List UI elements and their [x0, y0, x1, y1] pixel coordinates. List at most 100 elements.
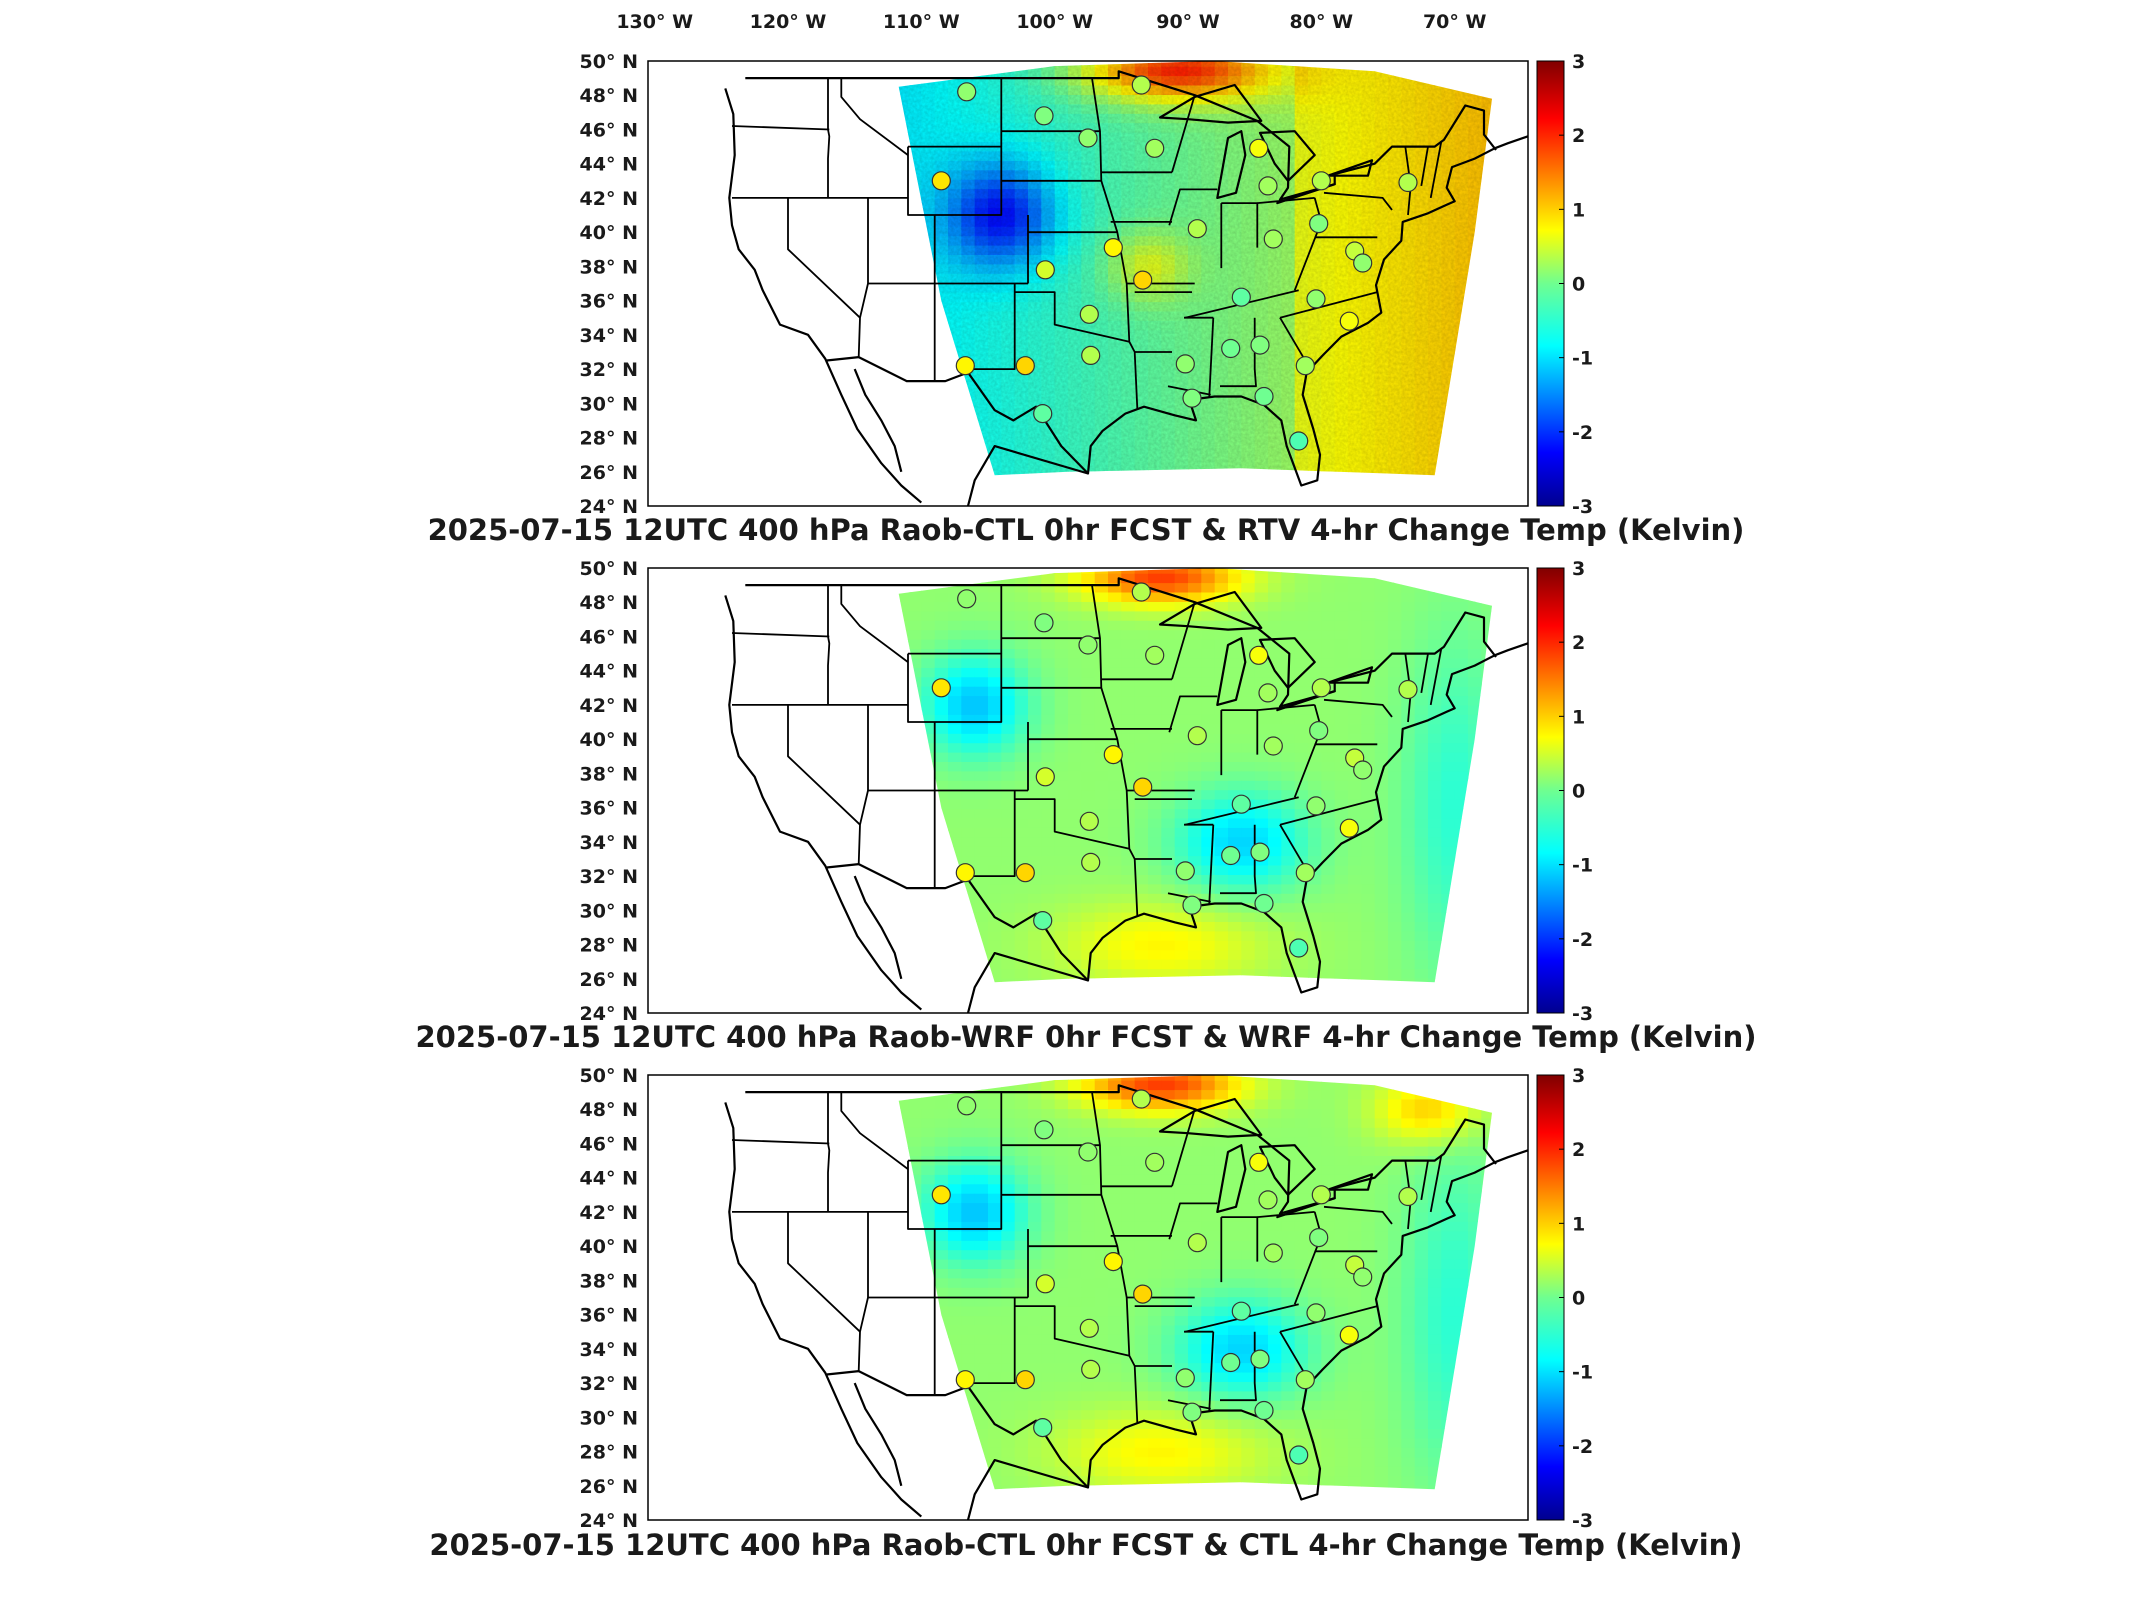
field-cell [1054, 695, 1069, 706]
field-cell [921, 1343, 936, 1354]
field-cell [921, 573, 936, 584]
field-cell [948, 592, 962, 602]
field-cell [1054, 1211, 1069, 1222]
field-cell [1068, 1466, 1082, 1477]
field-cell [1241, 733, 1256, 744]
field-cell [908, 1428, 922, 1439]
field-cell [1054, 686, 1069, 697]
field-cell [1481, 676, 1492, 687]
field-cell [1361, 573, 1376, 584]
field-cell [898, 329, 909, 340]
field-cell [1401, 592, 1416, 602]
field-cell [1001, 799, 1016, 810]
field-cell [1094, 959, 1109, 970]
field-cell [1308, 855, 1322, 866]
field-cell [961, 423, 976, 434]
field-cell [1308, 470, 1322, 476]
field-cell [908, 367, 922, 378]
field-cell [1014, 1296, 1029, 1307]
field-cell [1161, 686, 1176, 697]
field-cell [1414, 667, 1429, 678]
field-cell [948, 940, 962, 951]
field-cell [1014, 799, 1029, 810]
field-cell [1041, 1315, 1056, 1326]
field-cell [898, 817, 909, 828]
field-cell [961, 1409, 976, 1420]
field-cell [988, 1343, 1002, 1354]
field-cell [1188, 648, 1202, 659]
field-cell [1028, 921, 1042, 932]
field-cell [961, 1466, 976, 1477]
field-cell [988, 874, 1002, 885]
field-cell [1174, 940, 1189, 951]
field-cell [988, 902, 1002, 913]
field-cell [934, 1230, 949, 1241]
field-cell [1441, 639, 1456, 649]
field-cell [948, 808, 962, 819]
field-cell [1028, 1409, 1042, 1420]
field-cell [1014, 1390, 1029, 1401]
field-cell [1454, 977, 1469, 983]
field-cell [1068, 902, 1082, 913]
field-cell [961, 902, 976, 913]
field-cell [948, 601, 962, 612]
field-cell [1161, 921, 1176, 932]
raob-station-marker [1249, 645, 1269, 665]
field-cell [1054, 808, 1069, 819]
field-cell [921, 1117, 936, 1128]
field-cell [908, 1362, 922, 1373]
state-boundary [1429, 648, 1443, 706]
field-cell [1401, 657, 1416, 668]
field-cell [988, 1334, 1002, 1345]
field-cell [1228, 930, 1242, 941]
field-cell [1348, 704, 1362, 715]
state-boundary [1279, 291, 1378, 319]
field-cell [1294, 733, 1309, 744]
field-cell [1374, 893, 1389, 904]
field-cell [1041, 723, 1056, 734]
latitude-tick-label: 46° N [580, 627, 638, 649]
field-cell [1054, 620, 1069, 631]
field-cell [1201, 723, 1216, 734]
field-cell [988, 1296, 1002, 1307]
field-cell [1041, 1437, 1056, 1448]
field-cell [1054, 1409, 1069, 1420]
field-cell [1414, 959, 1429, 970]
field-cell [1174, 846, 1189, 857]
field-cell [974, 789, 989, 800]
field-cell [1068, 610, 1082, 621]
field-cell [974, 695, 989, 706]
field-cell [1268, 883, 1282, 894]
raob-station-marker [1250, 335, 1270, 355]
field-cell [934, 320, 949, 331]
field-cell [1014, 827, 1029, 838]
field-cell [1028, 1099, 1042, 1109]
field-cell [1388, 865, 1402, 875]
field-cell [898, 1127, 909, 1138]
field-cell [921, 902, 936, 913]
field-cell [1401, 752, 1416, 762]
field-cell [1214, 959, 1229, 970]
field-cell [1134, 959, 1149, 970]
field-cell [1468, 395, 1482, 406]
field-cell [921, 704, 936, 715]
field-cell [1094, 714, 1109, 725]
field-cell [1228, 902, 1242, 913]
field-cell [1388, 902, 1402, 913]
field-cell [1294, 808, 1309, 819]
field-cell [1121, 977, 1136, 983]
field-cell [1014, 1174, 1029, 1185]
field-cell [948, 1447, 962, 1458]
field-cell [921, 723, 936, 734]
field-cell [1054, 1193, 1069, 1204]
field-cell [908, 1381, 922, 1392]
field-cell [1161, 968, 1176, 979]
field-cell [921, 827, 936, 838]
field-cell [1361, 865, 1376, 875]
field-cell [961, 1240, 976, 1251]
field-cell [974, 1315, 989, 1326]
field-cell [1321, 883, 1336, 894]
field-cell [1028, 695, 1042, 706]
field-cell [908, 855, 922, 866]
field-cell [1028, 1456, 1042, 1467]
